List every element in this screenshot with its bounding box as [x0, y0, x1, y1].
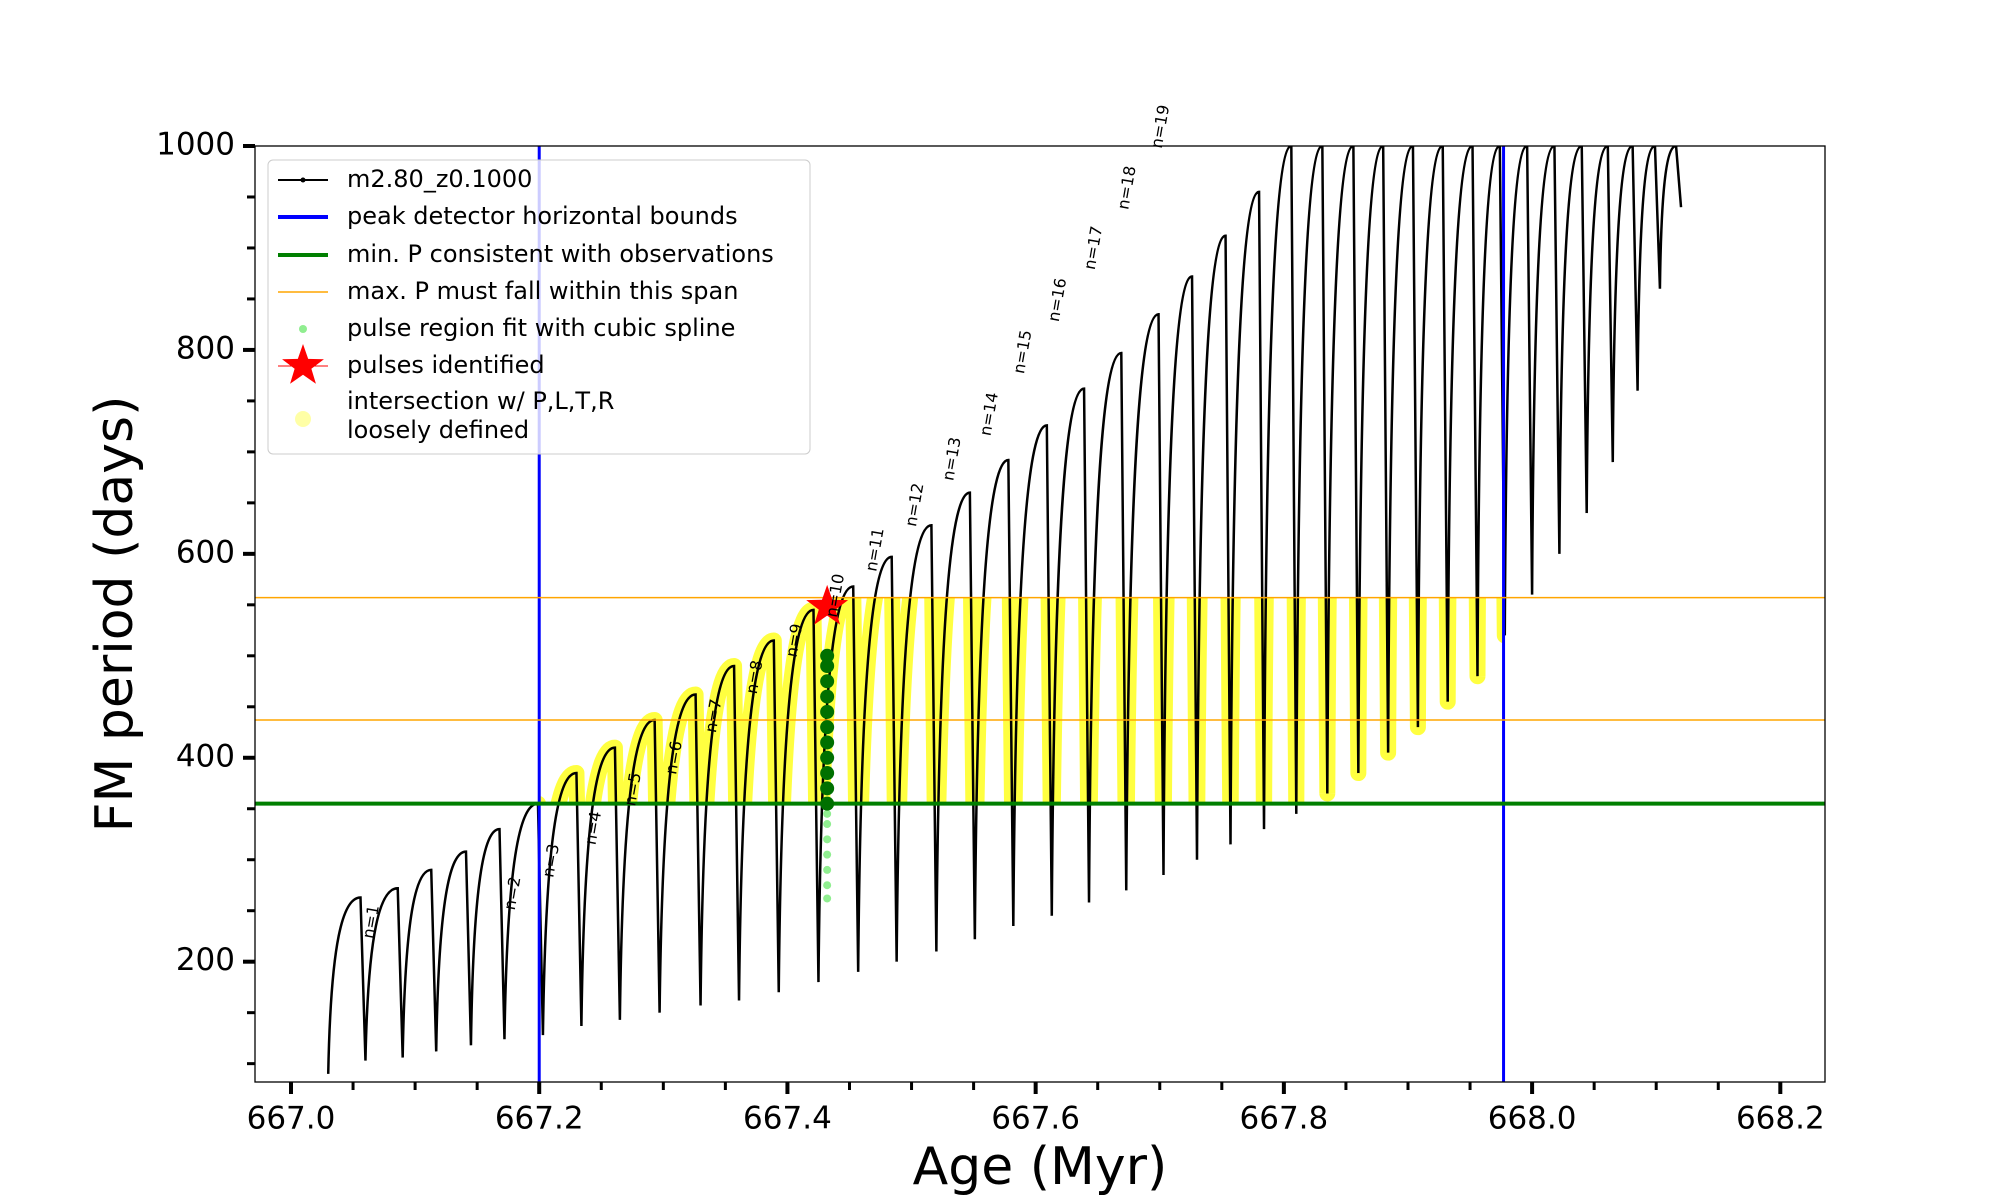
spline-point — [823, 850, 832, 859]
model-line — [326, 146, 1683, 1074]
y-tick-label: 600 — [176, 534, 235, 570]
spline-point — [820, 648, 835, 663]
x-tick-label: 667.0 — [247, 1101, 336, 1137]
spline-point — [820, 674, 835, 689]
x-axis-label: Age (Myr) — [913, 1137, 1168, 1197]
spline-point — [823, 894, 832, 903]
legend-marker — [300, 177, 306, 183]
spline-point — [820, 750, 835, 765]
spline-point — [820, 796, 835, 811]
spline-point — [823, 865, 832, 874]
legend-label: peak detector horizontal bounds — [347, 202, 738, 230]
spline-point — [823, 820, 832, 829]
spline-point — [823, 809, 832, 818]
x-tick-label: 667.2 — [495, 1101, 584, 1137]
legend-label: loosely defined — [347, 416, 529, 444]
y-tick-label: 800 — [176, 330, 235, 366]
legend-box — [267, 159, 811, 455]
y-tick-label: 400 — [176, 738, 235, 774]
spline-point — [820, 720, 835, 735]
spline-point — [823, 835, 832, 844]
legend-marker — [282, 344, 324, 384]
axes-frame — [254, 145, 1826, 1083]
legend-label: max. P must fall within this span — [347, 277, 738, 305]
legend-label: pulses identified — [347, 351, 545, 379]
spline-point — [823, 881, 832, 890]
spline-point — [820, 735, 835, 750]
y-tick-label: 1000 — [156, 127, 235, 163]
spline-point — [820, 766, 835, 781]
x-tick-label: 668.0 — [1488, 1101, 1577, 1137]
axes: 667.0 667.2 667.4 667.6 667.8 668.0 668.2 200 40… — [156, 127, 1825, 1137]
y-tick-label: 200 — [176, 942, 235, 978]
legend-marker — [295, 411, 311, 427]
legend-label: min. P consistent with observations — [347, 240, 774, 268]
spline-point — [820, 689, 835, 704]
x-tick-label: 668.2 — [1736, 1101, 1825, 1137]
y-axis-label: FM period (days) — [85, 396, 145, 833]
legend-label: pulse region fit with cubic spline — [347, 314, 735, 342]
x-tick-label: 667.6 — [991, 1101, 1080, 1137]
x-tick-label: 667.4 — [743, 1101, 832, 1137]
pulse-star — [806, 584, 849, 625]
legend-label: intersection w/ P,L,T,R — [347, 387, 614, 415]
legend-marker — [299, 325, 307, 333]
legend-label: m2.80_z0.1000 — [347, 165, 532, 193]
spline-point — [820, 781, 835, 796]
spline-point — [820, 659, 835, 673]
x-tick-label: 667.8 — [1240, 1101, 1329, 1137]
spline-point — [820, 704, 835, 719]
